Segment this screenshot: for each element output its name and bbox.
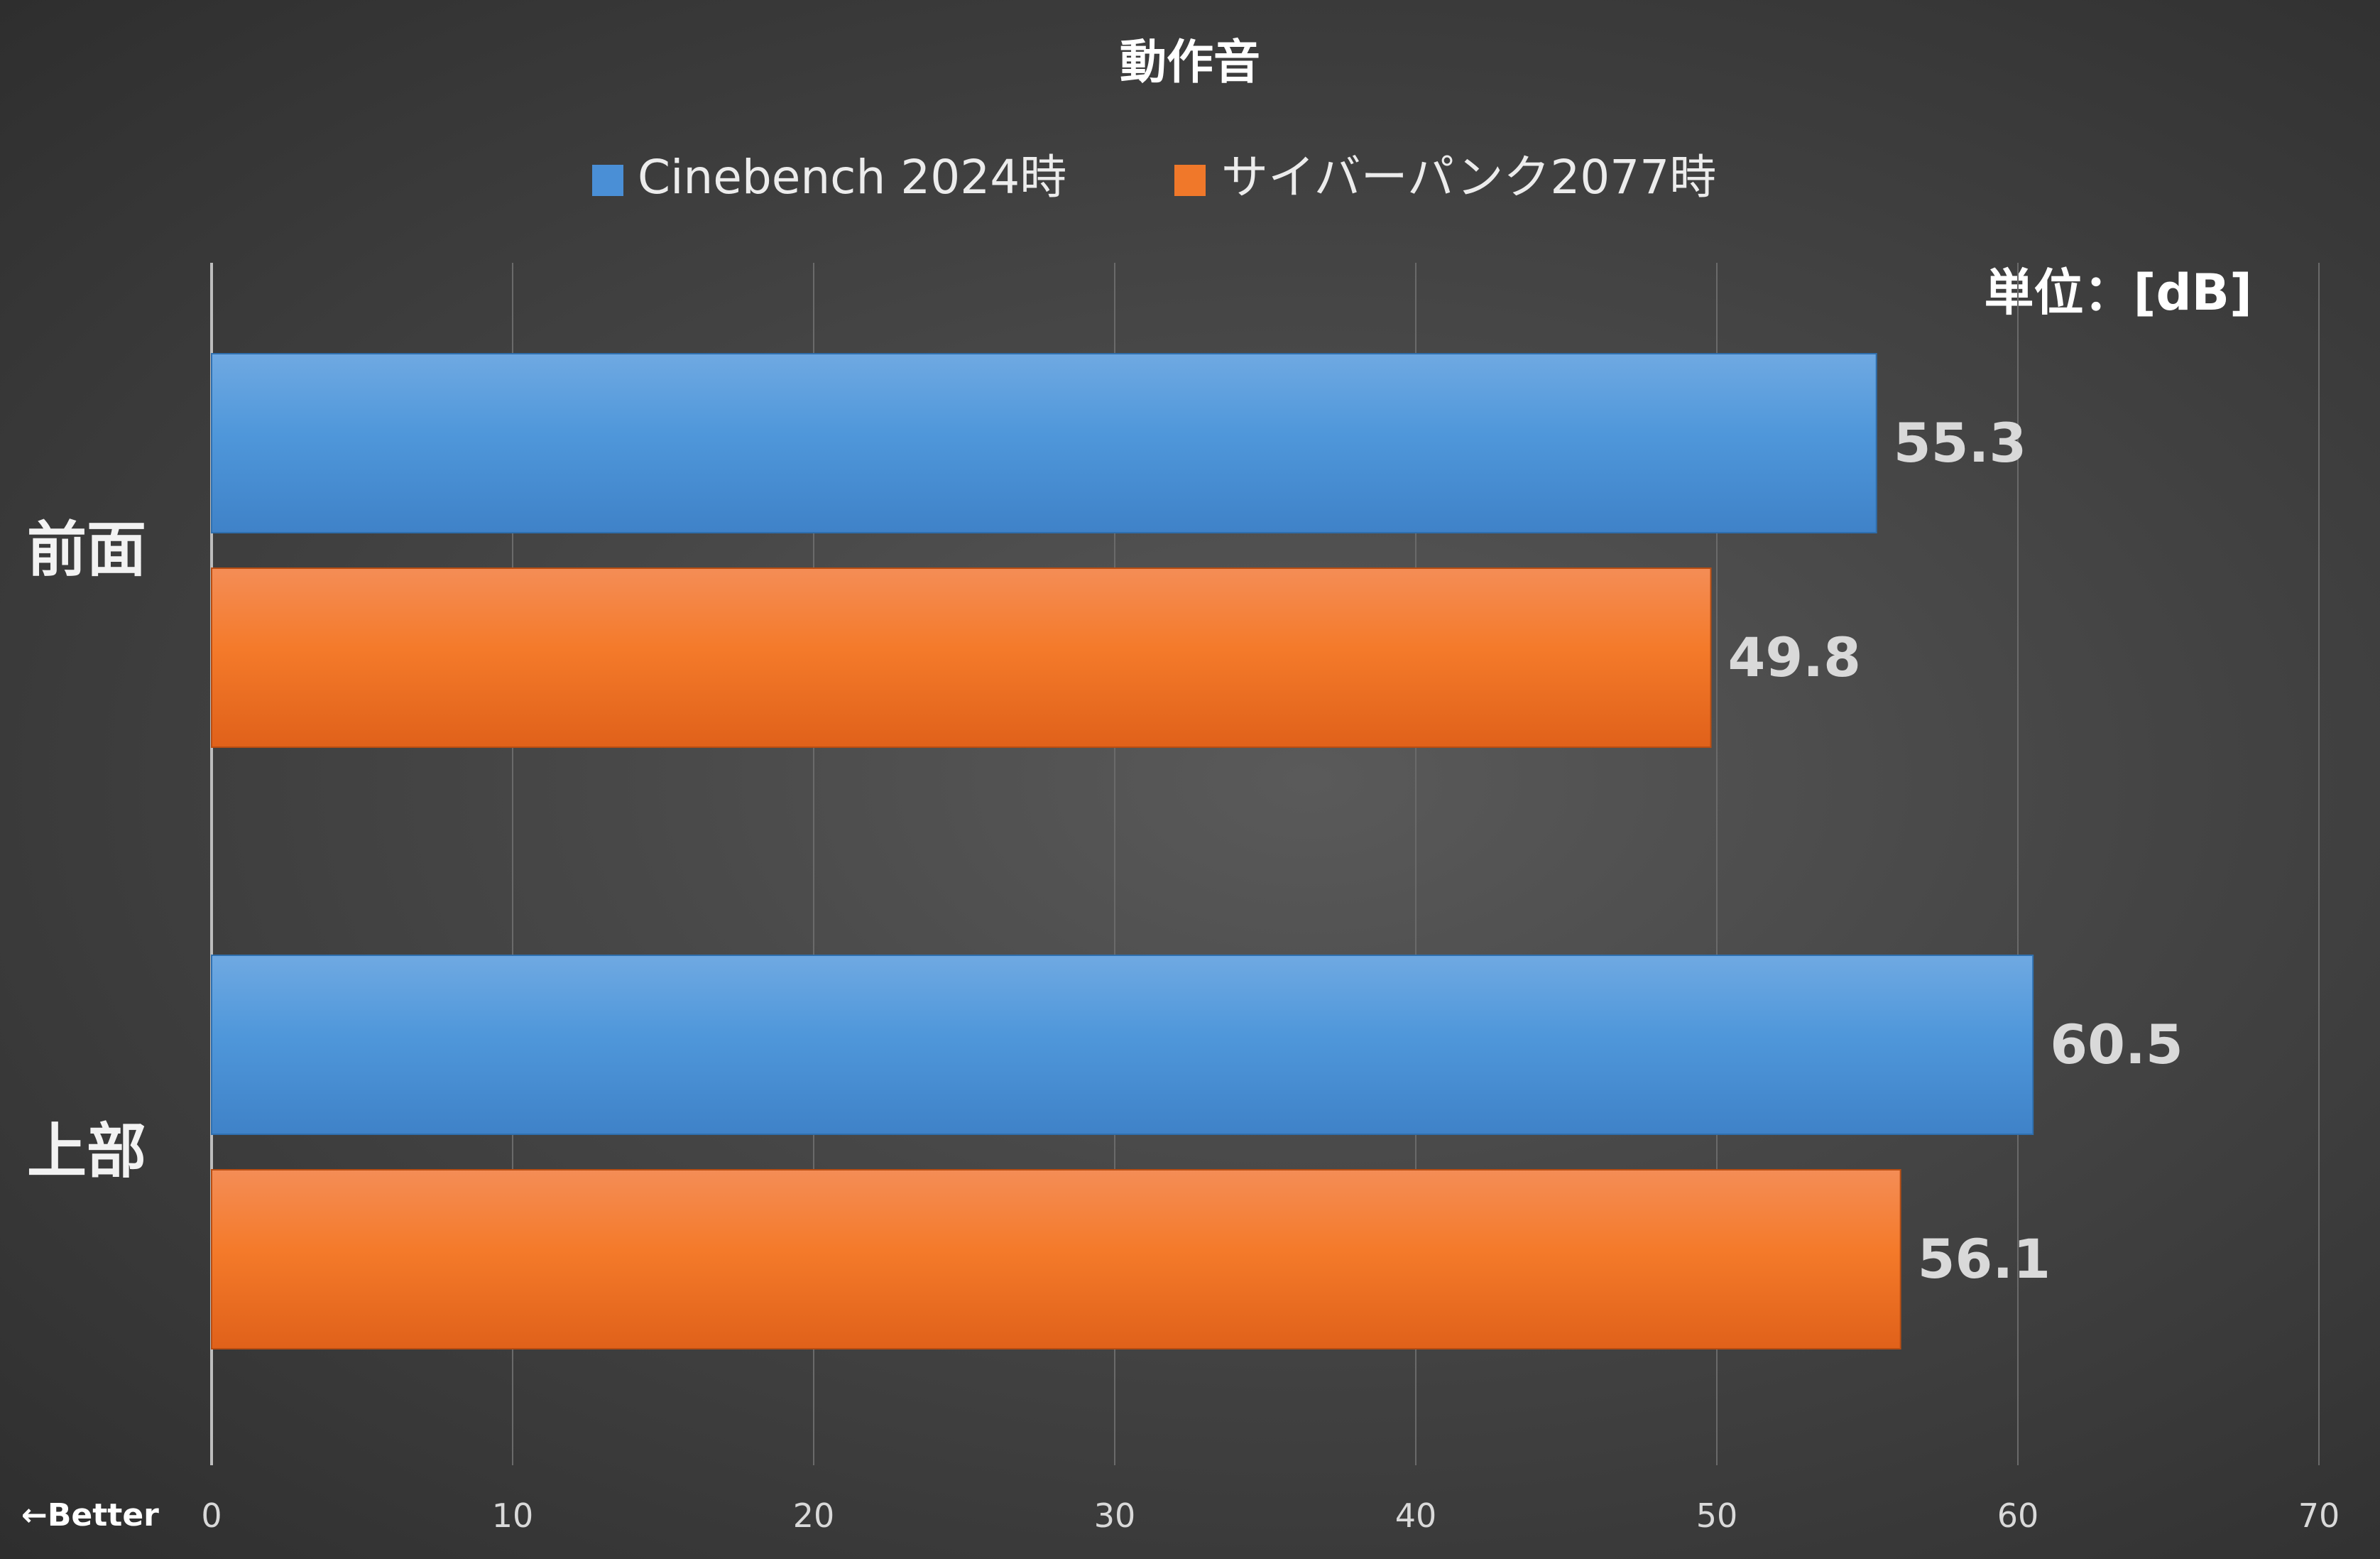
bar-layer [211, 353, 2034, 1349]
chart-title: 動作音 [1120, 35, 1260, 89]
x-tick-label: 10 [492, 1496, 534, 1535]
x-tick-label: 30 [1094, 1496, 1136, 1535]
x-tick-label: 20 [793, 1496, 835, 1535]
category-label: 上部 [27, 1117, 146, 1186]
x-tick-label: 70 [2298, 1496, 2340, 1535]
value-label: 49.8 [1728, 626, 1862, 689]
category-label: 前面 [27, 515, 146, 585]
value-label: 60.5 [2050, 1013, 2183, 1076]
value-label: 55.3 [1894, 411, 2027, 474]
legend-swatch-cyberpunk [1174, 165, 1206, 196]
x-tick-label: 60 [1997, 1496, 2039, 1535]
value-label: 56.1 [1918, 1227, 2051, 1291]
bar-cyberpunk [211, 567, 1712, 748]
legend: Cinebench 2024時 サイバーパンク2077時 [592, 150, 1716, 205]
legend-label-cyberpunk: サイバーパンク2077時 [1221, 150, 1716, 205]
bar-cinebench [211, 955, 2034, 1135]
legend-swatch-cinebench [592, 165, 623, 196]
x-tick-label: 0 [201, 1496, 222, 1535]
legend-label-cinebench: Cinebench 2024時 [638, 150, 1066, 205]
x-tick-label: 40 [1395, 1496, 1437, 1535]
unit-label: 単位：[dB] [1985, 264, 2252, 322]
label-layer: 0 10 20 30 40 50 60 70 前面 55.3 49.8 上部 60.5 56.1 [27, 411, 2340, 1535]
bar-cyberpunk [211, 1169, 1901, 1349]
x-tick-label: 50 [1696, 1496, 1738, 1535]
better-label: ←Better [21, 1497, 159, 1533]
bar-cinebench [211, 353, 1877, 533]
